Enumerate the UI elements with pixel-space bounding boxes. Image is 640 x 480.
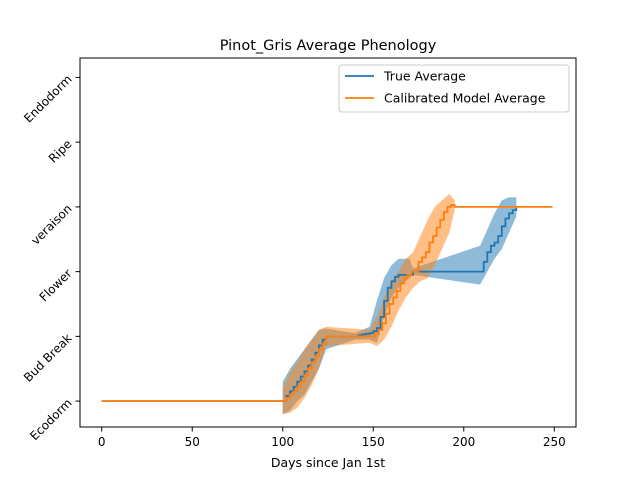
band-calibrated-model-average — [282, 193, 455, 415]
line-calibrated-model-average — [101, 204, 553, 402]
band-true-average — [282, 197, 517, 415]
x-tick-label: 0 — [98, 435, 106, 449]
chart-title: Pinot_Gris Average Phenology — [220, 38, 437, 54]
x-tick-label: 100 — [271, 435, 294, 449]
legend-label-true-average: True Average — [383, 69, 466, 84]
x-tick-label: 150 — [362, 435, 385, 449]
legend-box — [338, 64, 570, 113]
x-axis-label: Days since Jan 1st — [271, 455, 385, 470]
legend-label-calibrated-model-average: Calibrated Model Average — [384, 91, 546, 106]
x-tick-label: 200 — [452, 435, 475, 449]
x-tick-label: 250 — [543, 435, 566, 449]
legend: True Average Calibrated Model Average — [338, 64, 570, 113]
confidence-bands — [282, 193, 517, 415]
series-lines — [101, 204, 553, 402]
x-axis-ticks: 0 50 100 150 200 250 — [98, 427, 566, 449]
plot-frame — [79, 57, 577, 428]
x-tick-label: 50 — [185, 435, 200, 449]
